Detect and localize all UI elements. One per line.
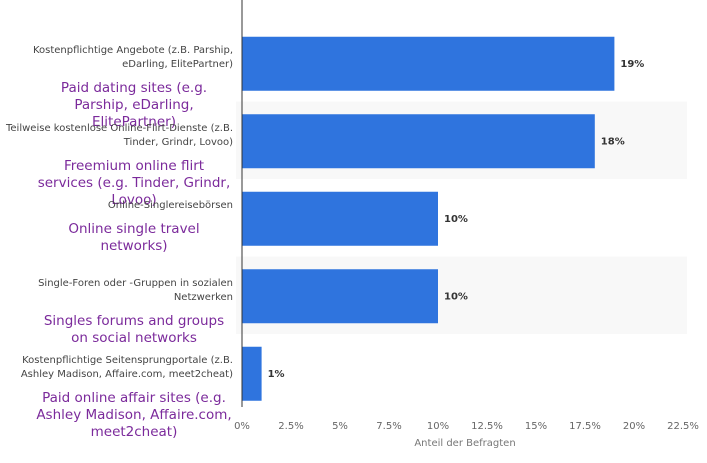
x-tick-label: 17.5% (569, 421, 601, 432)
category-label: Single-Foren oder -Gruppen in sozialen N… (5, 277, 233, 347)
category-text: Single-Foren oder -Gruppen in sozialen N… (38, 277, 233, 303)
x-tick-label: 10% (427, 421, 449, 432)
value-label: 19% (620, 59, 644, 70)
x-tick-label: 15% (525, 421, 547, 432)
translation: Online single travel networks) (68, 221, 200, 254)
bar (242, 346, 262, 401)
bar (242, 36, 615, 91)
category-text: Teilweise kostenlose Online-Flirt-Dienst… (6, 122, 233, 148)
category-text: Kostenpflichtige Seitensprungportale (z.… (20, 355, 233, 380)
x-tick-label: 0% (234, 421, 250, 432)
value-label: 10% (444, 214, 468, 225)
x-axis-title: Anteil der Befragten (414, 438, 515, 449)
bar (242, 191, 438, 246)
category-label: Kostenpflichtige Seitensprungportale (z.… (5, 354, 233, 441)
x-tick-label: 22.5% (667, 421, 699, 432)
translation: Paid dating sites (e.g. Parship, eDarlin… (60, 80, 208, 130)
x-tick-label: 2.5% (278, 421, 303, 432)
value-label: 1% (268, 369, 285, 380)
x-tick-label: 12.5% (471, 421, 503, 432)
x-tick-label: 5% (332, 421, 348, 432)
x-tick-label: 7.5% (376, 421, 401, 432)
category-label: Teilweise kostenlose Online-Flirt-Dienst… (5, 122, 233, 209)
value-label: 10% (444, 291, 468, 302)
category-label: Online-Singlereisebörsen Online single tr… (5, 199, 233, 255)
category-label: Kostenpflichtige Angebote (z.B. Parship,… (5, 44, 233, 131)
category-text: Online-Singlereisebörsen (107, 200, 233, 211)
bar (242, 114, 595, 169)
translation: Singles forums and groups on social netw… (43, 312, 225, 346)
x-tick-label: 20% (623, 421, 645, 432)
bar (242, 269, 438, 324)
translation: Paid online affair sites (e.g. Ashley Ma… (36, 390, 232, 440)
value-label: 18% (601, 136, 625, 147)
translation: Freemium online flirt services (e.g. Tin… (37, 157, 231, 208)
category-text: Kostenpflichtige Angebote (z.B. Parship,… (32, 45, 233, 70)
